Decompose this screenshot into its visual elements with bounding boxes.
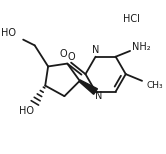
Text: O: O xyxy=(67,52,75,62)
Text: N: N xyxy=(95,91,102,101)
Text: O: O xyxy=(60,49,67,59)
Text: CH₃: CH₃ xyxy=(146,81,163,90)
Text: NH₂: NH₂ xyxy=(132,42,151,52)
Text: HCl: HCl xyxy=(123,14,140,24)
Polygon shape xyxy=(79,80,97,94)
Text: HO: HO xyxy=(1,28,16,38)
Text: HO: HO xyxy=(19,105,34,116)
Text: N: N xyxy=(92,45,99,55)
